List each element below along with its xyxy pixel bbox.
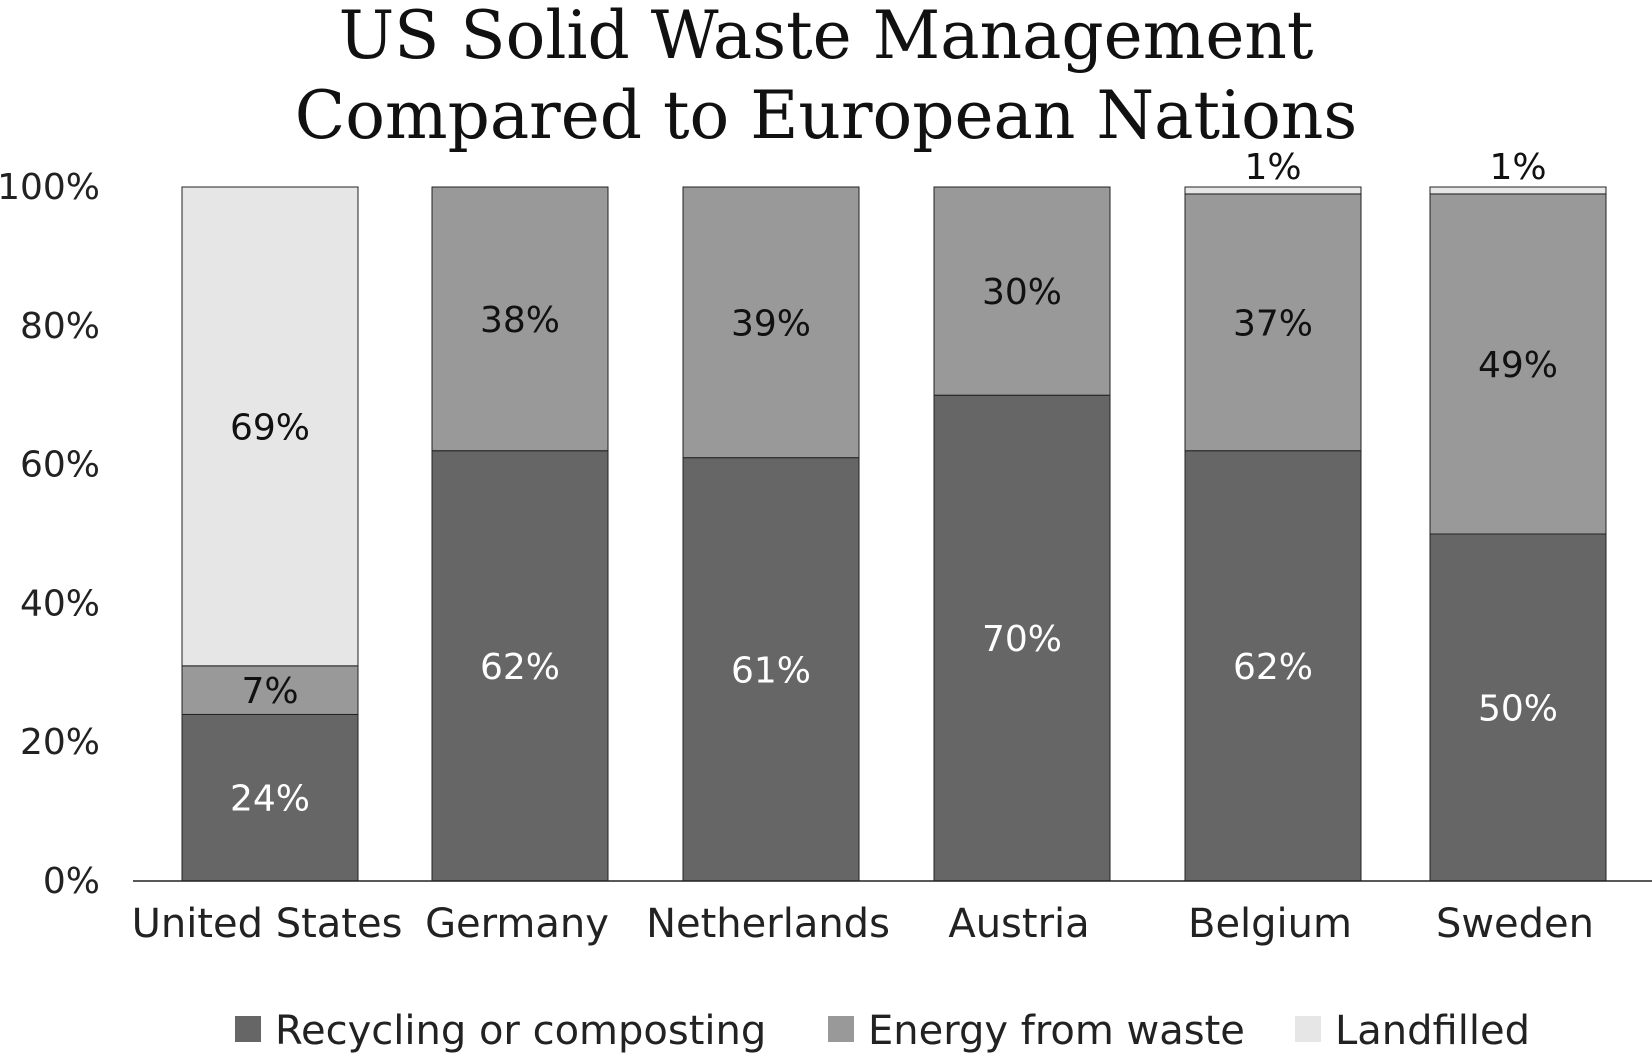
bar-segment bbox=[181, 665, 359, 715]
data-label: 61% bbox=[731, 650, 811, 691]
y-tick-label: 20% bbox=[20, 722, 100, 763]
x-tick-label: Sweden bbox=[1436, 901, 1594, 947]
bar-segment bbox=[1184, 186, 1362, 195]
bar-segment bbox=[1184, 193, 1362, 452]
bar-segment bbox=[1429, 193, 1607, 535]
data-label: 1% bbox=[1244, 147, 1301, 188]
data-label: 62% bbox=[480, 647, 560, 688]
y-tick-label: 0% bbox=[43, 861, 100, 902]
data-label: 1% bbox=[1489, 147, 1546, 188]
data-label: 37% bbox=[1233, 303, 1313, 344]
bar-group: 70% 30% bbox=[933, 186, 1111, 882]
bar-segment bbox=[1429, 533, 1607, 882]
legend-label: Recycling or composting bbox=[275, 1008, 766, 1053]
bar-segment bbox=[181, 713, 359, 882]
data-label: 24% bbox=[230, 779, 310, 820]
y-tick-label: 100% bbox=[0, 167, 100, 208]
bar-group: 24% 7% 69% bbox=[181, 186, 359, 882]
legend-swatch bbox=[828, 1016, 854, 1042]
x-axis: United States Germany Netherlands Austria Be… bbox=[132, 880, 1652, 947]
bar-group: 62% 38% bbox=[431, 186, 609, 882]
y-tick-label: 80% bbox=[20, 306, 100, 347]
bar-segment bbox=[933, 186, 1111, 396]
bar-segment bbox=[682, 457, 860, 882]
chart-title-line-1: US Solid Waste Management bbox=[339, 0, 1314, 74]
legend-item: Energy from waste bbox=[828, 1008, 1245, 1053]
bar-segment bbox=[1184, 450, 1362, 882]
x-tick-label: Austria bbox=[948, 901, 1089, 947]
bar-segment bbox=[933, 394, 1111, 882]
data-label: 62% bbox=[1233, 647, 1313, 688]
legend-label: Landfilled bbox=[1335, 1008, 1530, 1053]
legend-label: Energy from waste bbox=[868, 1008, 1245, 1053]
data-label: 38% bbox=[480, 300, 560, 341]
bars: 24% 7% 69% 62% 38% 61% 39% 70% 30% 62% 37% 1% 50% 49%… bbox=[181, 147, 1607, 882]
data-label: 39% bbox=[731, 303, 811, 344]
bar-segment bbox=[431, 186, 609, 452]
bar-group: 50% 49% 1% bbox=[1429, 147, 1607, 882]
bar-segment bbox=[1429, 186, 1607, 195]
data-label: 7% bbox=[241, 671, 298, 712]
y-axis: 0% 20% 40% 60% 80% 100% bbox=[0, 167, 100, 902]
data-label: 49% bbox=[1478, 345, 1558, 386]
data-label: 30% bbox=[982, 272, 1062, 313]
legend: Recycling or composting Energy from waste… bbox=[235, 1008, 1530, 1053]
chart-title-line-2: Compared to European Nations bbox=[295, 77, 1357, 154]
bar-segment bbox=[431, 450, 609, 882]
bar-segment bbox=[181, 186, 359, 667]
x-tick-label: Netherlands bbox=[646, 901, 890, 947]
x-tick-label: Germany bbox=[425, 901, 609, 947]
y-tick-label: 40% bbox=[20, 583, 100, 624]
legend-item: Landfilled bbox=[1295, 1008, 1530, 1053]
legend-swatch bbox=[235, 1016, 261, 1042]
x-tick-label: United States bbox=[132, 901, 403, 947]
bar-group: 62% 37% 1% bbox=[1184, 147, 1362, 882]
data-label: 70% bbox=[982, 619, 1062, 660]
legend-item: Recycling or composting bbox=[235, 1008, 766, 1053]
x-tick-label: Belgium bbox=[1188, 901, 1352, 947]
bar-segment bbox=[682, 186, 860, 459]
data-label: 50% bbox=[1478, 689, 1558, 730]
legend-swatch bbox=[1295, 1016, 1321, 1042]
data-label: 69% bbox=[230, 407, 310, 448]
bar-group: 61% 39% bbox=[682, 186, 860, 882]
y-tick-label: 60% bbox=[20, 445, 100, 486]
